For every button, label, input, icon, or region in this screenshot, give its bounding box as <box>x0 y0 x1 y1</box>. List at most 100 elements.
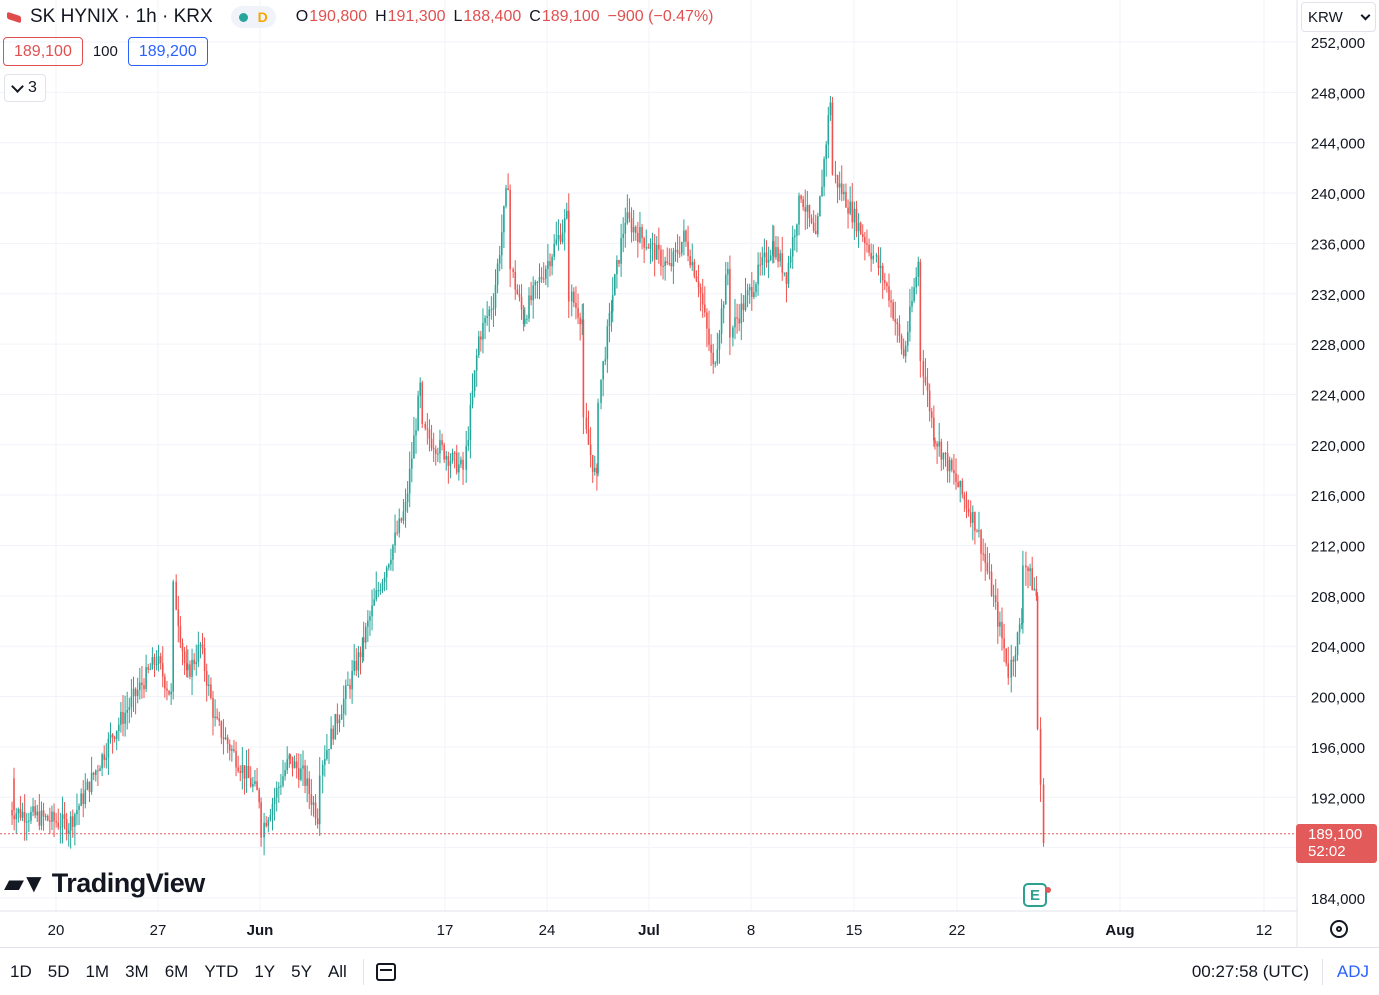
settings-gear-icon[interactable] <box>1330 920 1348 938</box>
candle-body <box>302 765 304 769</box>
candle-body <box>458 464 460 473</box>
candle-body <box>922 360 925 377</box>
candle-body <box>624 222 627 234</box>
tradingview-watermark[interactable]: ▰▼ TradingView <box>4 868 205 899</box>
candle-body <box>271 803 274 816</box>
candle-body <box>643 238 645 248</box>
candle-body <box>453 452 456 454</box>
candle-body <box>683 230 685 242</box>
range-3m-button[interactable]: 3M <box>125 961 149 981</box>
earnings-marker[interactable]: E <box>1023 883 1051 907</box>
candle-body <box>868 244 870 253</box>
candle-body <box>381 582 384 591</box>
calendar-goto-icon[interactable] <box>375 962 396 981</box>
candle-body <box>787 262 790 284</box>
candle-body <box>940 441 943 460</box>
candle-body <box>821 186 823 197</box>
candle-body <box>697 280 700 288</box>
candle-body <box>1029 568 1031 572</box>
candle-body <box>563 218 566 233</box>
spread-value: 100 <box>92 43 118 60</box>
range-1y-button[interactable]: 1Y <box>254 961 276 981</box>
candle-body <box>632 226 635 233</box>
x-tick-label: 8 <box>747 922 755 939</box>
candle-body <box>772 241 774 256</box>
ohlc-open-value: 190,800 <box>309 8 368 25</box>
candle-body <box>986 562 989 572</box>
range-1m-button[interactable]: 1M <box>85 961 110 981</box>
candle-body <box>518 293 521 297</box>
candle-body <box>183 651 186 664</box>
candle-body <box>34 806 36 816</box>
sell-button[interactable]: 189,100 <box>3 37 83 66</box>
candle-body <box>540 277 543 279</box>
y-tick-label: 248,000 <box>1311 85 1365 102</box>
adjust-button[interactable]: ADJ <box>1336 961 1369 981</box>
candle-body <box>51 811 53 822</box>
candle-body <box>777 247 779 262</box>
candle-body <box>681 241 683 254</box>
market-status-pill[interactable]: D <box>230 6 276 28</box>
candle-body <box>616 260 618 275</box>
candle-body <box>990 572 993 596</box>
last-price-badge: 189,100 52:02 <box>1296 824 1377 863</box>
buy-button[interactable]: 189,200 <box>127 37 208 66</box>
candle-body <box>361 637 364 658</box>
range-5d-button[interactable]: 5D <box>47 961 70 981</box>
candle-body <box>437 453 439 455</box>
candle-body <box>220 721 223 738</box>
tradingview-logo-icon: ▰▼ <box>4 868 47 898</box>
candle-body <box>280 785 282 787</box>
candle-body <box>413 435 415 459</box>
candle-body <box>362 637 365 643</box>
candle-body <box>710 344 712 353</box>
candle-body <box>415 430 417 436</box>
range-5y-button[interactable]: 5Y <box>291 961 312 981</box>
candle-body <box>855 208 858 232</box>
candle-body <box>1018 624 1021 633</box>
candle-body <box>974 512 976 531</box>
candle-body <box>13 778 15 811</box>
candle-body <box>355 660 358 671</box>
range-all-button[interactable]: All <box>327 961 347 981</box>
candle-body <box>936 443 938 447</box>
x-tick-label: 12 <box>1256 922 1273 939</box>
candle-body <box>969 512 972 523</box>
range-ytd-button[interactable]: YTD <box>204 961 239 981</box>
range-6m-button[interactable]: 6M <box>164 961 189 981</box>
candle-body <box>676 249 679 254</box>
candle-body <box>334 714 337 740</box>
candle-body <box>143 685 145 690</box>
candle-body <box>753 292 755 297</box>
time-axis[interactable]: 20 27 Jun 17 24 Jul 8 15 22 Aug 12 <box>48 922 1273 939</box>
indicators-toggle-button[interactable]: 3 <box>4 74 46 102</box>
candle-body <box>168 690 170 695</box>
candle-body <box>11 810 13 816</box>
candle-body <box>836 175 839 188</box>
candle-body <box>695 276 698 281</box>
currency-select[interactable]: KRW <box>1301 2 1376 32</box>
candle-body <box>804 207 807 212</box>
ohlc-open-key: O <box>295 8 309 25</box>
candle-body <box>716 349 719 364</box>
candle-body <box>566 210 568 219</box>
symbol-title[interactable]: SK HYNIX · 1h · KRX <box>30 6 213 27</box>
candle-body <box>522 309 525 325</box>
candle-body <box>984 553 987 563</box>
price-axis[interactable]: 184,000188,000192,000196,000200,000204,0… <box>1311 35 1365 908</box>
candle-body <box>166 688 168 691</box>
y-tick-label: 224,000 <box>1311 387 1365 404</box>
candle-body <box>884 280 886 284</box>
candle-body <box>976 530 978 532</box>
candle-body <box>132 688 135 697</box>
candle-body <box>1036 595 1039 729</box>
candle-body <box>345 685 347 699</box>
candle-body <box>161 663 164 677</box>
candle-body <box>575 302 577 308</box>
candle-body <box>465 445 467 470</box>
candle-body <box>351 671 353 690</box>
candle-body <box>542 278 545 280</box>
range-1d-button[interactable]: 1D <box>10 961 32 981</box>
timezone-clock[interactable]: 00:27:58 (UTC) <box>1191 961 1309 981</box>
